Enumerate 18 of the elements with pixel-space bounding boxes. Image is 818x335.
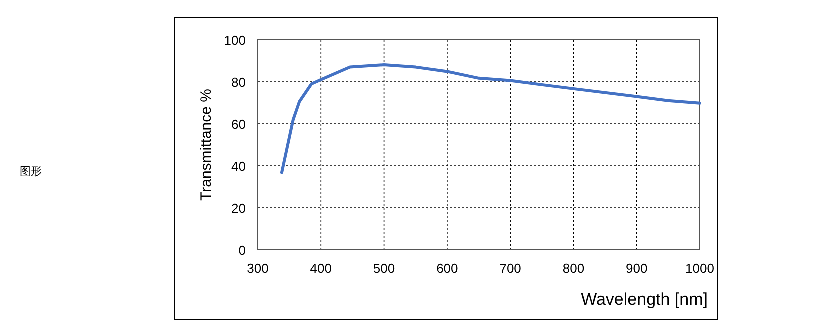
x-axis-title: Wavelength [nm]	[581, 290, 708, 309]
x-tick-label: 700	[500, 261, 522, 276]
y-tick-label: 80	[232, 75, 246, 90]
y-tick-label: 20	[232, 201, 246, 216]
x-tick-label: 800	[562, 261, 585, 276]
y-tick-label: 60	[232, 117, 246, 132]
x-tick-label: 1000	[686, 261, 714, 276]
x-tick-label: 900	[626, 261, 648, 276]
y-tick-label: 100	[224, 33, 246, 48]
y-tick-label: 0	[238, 243, 246, 258]
x-tick-label: 300	[247, 261, 269, 276]
line-series	[280, 63, 702, 174]
y-tick-label: 40	[232, 159, 246, 174]
x-tick-label: 500	[373, 261, 396, 276]
text: 图形	[20, 166, 42, 178]
x-tick-label: 600	[436, 261, 458, 276]
y-axis-title: Transmittance %	[198, 89, 215, 201]
x-tick-label: 400	[310, 261, 332, 276]
